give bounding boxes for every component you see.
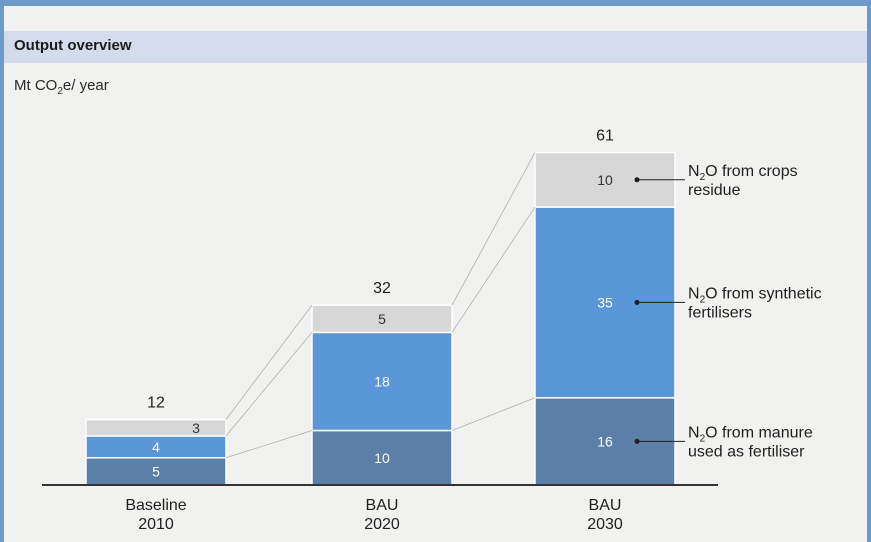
total-label: 61 xyxy=(596,128,614,145)
data-label: 16 xyxy=(597,433,613,449)
total-label: 12 xyxy=(147,395,165,412)
legend-label: N2O from crops xyxy=(688,163,798,183)
bar-segment xyxy=(311,331,453,432)
x-tick-label: Baseline xyxy=(125,497,186,514)
data-label: 10 xyxy=(374,450,390,466)
x-tick-label: BAU xyxy=(589,497,622,514)
bar-segment xyxy=(311,304,453,334)
panel-header-bar xyxy=(4,31,867,63)
x-tick-label: 2020 xyxy=(364,516,400,533)
data-label: 18 xyxy=(374,373,390,389)
connector-line xyxy=(451,206,536,333)
x-tick-label: BAU xyxy=(366,497,399,514)
bar-segment xyxy=(311,429,453,486)
x-tick-label: 2010 xyxy=(138,516,174,533)
legend-label-line2: used as fertiliser xyxy=(688,443,805,460)
connector-line xyxy=(451,152,536,306)
connector-line xyxy=(225,332,313,437)
panel-title: Output overview xyxy=(14,37,132,54)
unit-suffix: e/ year xyxy=(62,77,109,94)
connector-line xyxy=(225,430,313,459)
legend-label-line2: fertilisers xyxy=(688,304,752,321)
legend-label-line2: residue xyxy=(688,182,741,199)
bar-segment xyxy=(85,418,227,437)
data-label: 5 xyxy=(152,463,160,479)
data-label: 35 xyxy=(597,294,613,310)
legend-label: N2O from manure xyxy=(688,424,813,444)
connector-line xyxy=(451,397,536,431)
total-label: 32 xyxy=(373,280,391,297)
data-label: 3 xyxy=(192,420,200,436)
y-unit-label: Mt CO2e/ year xyxy=(14,77,109,97)
data-label: 4 xyxy=(152,439,160,455)
connector-line xyxy=(225,304,313,420)
x-tick-label: 2030 xyxy=(587,516,623,533)
unit-subscript: 2 xyxy=(57,86,63,97)
data-label: 10 xyxy=(597,172,613,188)
unit-prefix: Mt CO xyxy=(14,77,58,94)
legend-label: N2O from synthetic xyxy=(688,285,822,305)
data-label: 5 xyxy=(378,311,386,327)
